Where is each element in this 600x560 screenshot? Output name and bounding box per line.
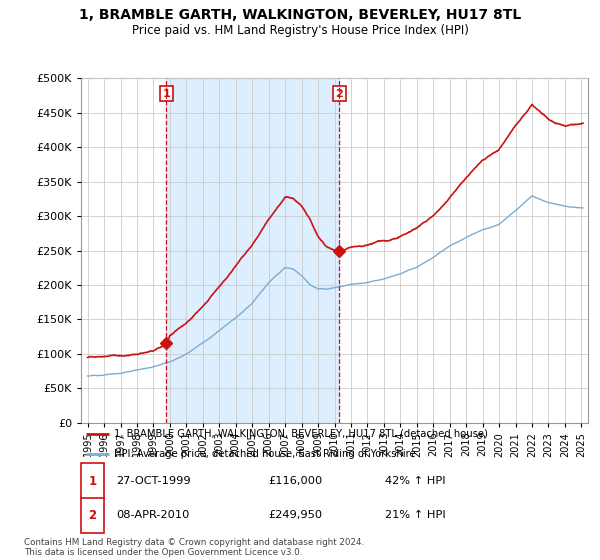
Text: 1, BRAMBLE GARTH, WALKINGTON, BEVERLEY, HU17 8TL (detached house): 1, BRAMBLE GARTH, WALKINGTON, BEVERLEY, … (114, 428, 488, 438)
Text: HPI: Average price, detached house, East Riding of Yorkshire: HPI: Average price, detached house, East… (114, 449, 416, 459)
Bar (166, 78, 339, 423)
Text: 2: 2 (88, 509, 97, 522)
Text: 1, BRAMBLE GARTH, WALKINGTON, BEVERLEY, HU17 8TL: 1, BRAMBLE GARTH, WALKINGTON, BEVERLEY, … (79, 8, 521, 22)
Text: £249,950: £249,950 (269, 511, 323, 520)
Text: 2: 2 (335, 88, 343, 99)
Text: 42% ↑ HPI: 42% ↑ HPI (385, 476, 446, 486)
Text: Price paid vs. HM Land Registry's House Price Index (HPI): Price paid vs. HM Land Registry's House … (131, 24, 469, 36)
Text: 21% ↑ HPI: 21% ↑ HPI (385, 511, 446, 520)
Text: 08-APR-2010: 08-APR-2010 (116, 511, 190, 520)
Text: Contains HM Land Registry data © Crown copyright and database right 2024.
This d: Contains HM Land Registry data © Crown c… (24, 538, 364, 557)
Text: 27-OCT-1999: 27-OCT-1999 (116, 476, 191, 486)
Bar (81, 498, 104, 533)
Bar (81, 463, 104, 499)
Text: 1: 1 (163, 88, 170, 99)
Text: 1: 1 (88, 474, 97, 488)
Text: £116,000: £116,000 (269, 476, 323, 486)
